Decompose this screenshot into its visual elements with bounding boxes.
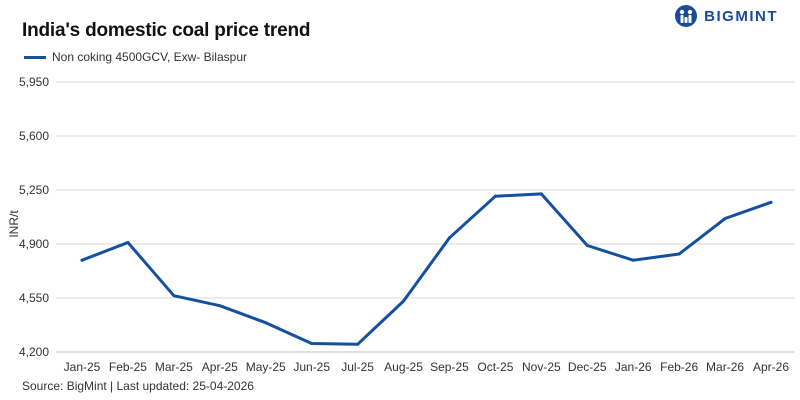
x-tick-label: Apr-26 — [753, 360, 789, 374]
data-point — [769, 200, 773, 204]
x-tick-label: Feb-25 — [109, 360, 147, 374]
x-tick-label: Dec-25 — [568, 360, 607, 374]
x-tick-label: May-25 — [246, 360, 286, 374]
data-point — [402, 299, 406, 303]
x-tick-label: Mar-26 — [706, 360, 744, 374]
y-tick-label: 5,600 — [19, 129, 49, 143]
data-point — [493, 194, 497, 198]
data-point — [356, 342, 360, 346]
data-point — [723, 217, 727, 221]
x-tick-label: Oct-25 — [477, 360, 513, 374]
y-axis-ticks: 4,200 4,550 4,900 5,250 5,600 5,950 — [19, 75, 49, 359]
data-point — [218, 304, 222, 308]
logo-text: BIGMINT — [704, 7, 778, 25]
data-point — [539, 192, 543, 196]
x-tick-label: Jun-25 — [293, 360, 330, 374]
y-axis-label: INR/t — [7, 210, 21, 238]
data-point — [447, 236, 451, 240]
data-point — [631, 258, 635, 262]
y-tick-label: 4,200 — [19, 345, 49, 359]
x-tick-label: Jan-26 — [615, 360, 652, 374]
x-tick-label: Mar-25 — [155, 360, 193, 374]
data-point — [172, 294, 176, 298]
series-line — [80, 192, 773, 346]
x-tick-label: Jul-25 — [341, 360, 374, 374]
legend: Non coking 4500GCV, Exw- Bilaspur — [24, 50, 247, 64]
source-note: Source: BigMint | Last updated: 25-04-20… — [22, 379, 254, 393]
legend-label: Non coking 4500GCV, Exw- Bilaspur — [52, 50, 247, 64]
y-tick-label: 4,900 — [19, 237, 49, 251]
x-tick-label: Aug-25 — [384, 360, 423, 374]
data-point — [264, 321, 268, 325]
bigmint-logo-icon — [675, 5, 698, 27]
data-point — [310, 342, 314, 346]
y-tick-label: 5,250 — [19, 183, 49, 197]
x-tick-label: Sep-25 — [430, 360, 469, 374]
x-tick-label: Feb-26 — [660, 360, 698, 374]
x-tick-label: Jan-25 — [64, 360, 101, 374]
data-point — [585, 244, 589, 248]
chart-title: India's domestic coal price trend — [22, 20, 311, 41]
x-axis-ticks: Jan-25 Feb-25 Mar-25 Apr-25 May-25 Jun-25 Jul-… — [64, 360, 790, 374]
y-tick-label: 5,950 — [19, 75, 49, 89]
data-point — [126, 240, 130, 244]
x-tick-label: Nov-25 — [522, 360, 561, 374]
y-tick-label: 4,550 — [19, 291, 49, 305]
data-point — [677, 252, 681, 256]
x-tick-label: Apr-25 — [202, 360, 238, 374]
legend-swatch — [24, 55, 46, 59]
brand-logo: BIGMINT — [674, 4, 778, 28]
gridlines — [56, 81, 795, 353]
data-point — [80, 258, 84, 262]
series-group — [80, 192, 773, 346]
